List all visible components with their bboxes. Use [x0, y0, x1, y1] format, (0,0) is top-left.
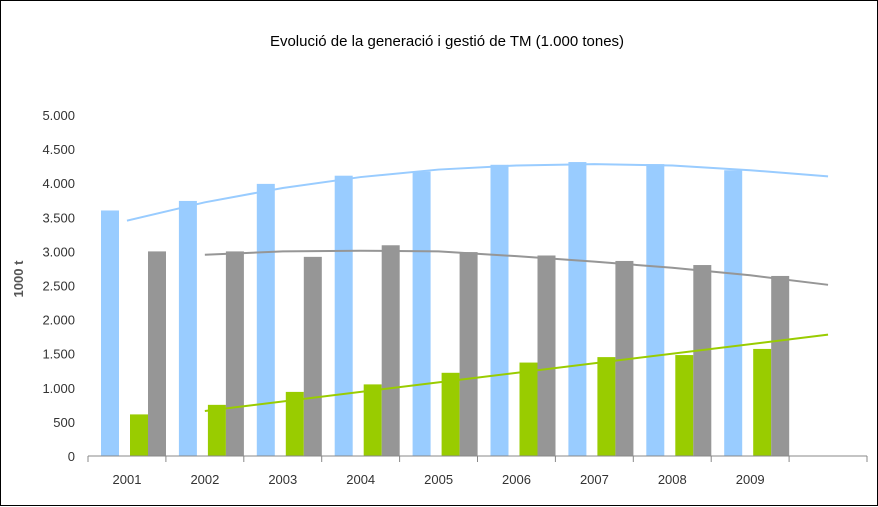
bar-s1-2004: [363, 384, 382, 456]
y-tick-label: 3.000: [42, 244, 75, 259]
bar-s2-2007: [615, 260, 634, 456]
x-tick-label: 2008: [658, 472, 687, 487]
y-tick-label: 1.500: [42, 347, 75, 362]
bar-s0-2005: [412, 171, 431, 456]
bar-s0-2001: [101, 210, 119, 456]
trendlines-group: [126, 163, 829, 412]
bar-s2-2001: [148, 251, 166, 456]
bar-s1-2001: [130, 414, 148, 456]
y-tick-label: 0: [68, 449, 75, 464]
bar-s2-2006: [537, 255, 556, 456]
bar-s0-2002: [178, 200, 197, 456]
x-tick-label: 2005: [424, 472, 453, 487]
bar-s2-2003: [303, 256, 322, 456]
x-tick-label: 2002: [190, 472, 219, 487]
bar-s0-2008: [646, 164, 665, 456]
bar-s1-2003: [285, 391, 304, 456]
bar-s2-2009: [771, 275, 790, 456]
trendline-2: [204, 333, 829, 412]
bar-s0-2004: [334, 175, 353, 456]
x-tick-label: 2003: [268, 472, 297, 487]
bars-group: [101, 162, 790, 457]
y-tick-label: 3.500: [42, 210, 75, 225]
x-tick-label: 2006: [502, 472, 531, 487]
trendline-1: [204, 249, 829, 286]
x-tick-label: 2009: [736, 472, 765, 487]
y-tick-label: 500: [53, 415, 75, 430]
bar-s0-2006: [490, 164, 509, 456]
bar-s2-2004: [381, 245, 400, 456]
bar-s0-2007: [568, 162, 587, 457]
bar-s1-2006: [519, 362, 538, 456]
y-tick-label: 5.000: [42, 108, 75, 123]
axes-group: 2001 2002 2003 2004 2005 2006 2007 2008 2009 0 500…: [42, 108, 868, 487]
x-tick-label: 2007: [580, 472, 609, 487]
chart-title: Evolució de la generació i gestió de TM …: [270, 33, 624, 50]
y-tick-label: 4.000: [42, 176, 75, 191]
bar-s1-2008: [675, 355, 694, 456]
y-tick-label: 4.500: [42, 142, 75, 157]
bar-s2-2002: [225, 251, 244, 456]
x-tick-label: 2004: [346, 472, 375, 487]
bar-s0-2009: [724, 170, 743, 456]
bar-s1-2009: [753, 348, 772, 456]
bar-s1-2007: [597, 357, 616, 456]
bar-s2-2005: [459, 252, 478, 456]
x-tick-label: 2001: [113, 472, 142, 487]
bar-s1-2002: [207, 404, 226, 456]
y-tick-label: 2.500: [42, 279, 75, 294]
y-axis-label: 1000 t: [11, 260, 26, 298]
bar-s1-2005: [441, 372, 460, 456]
y-tick-label: 1.000: [42, 381, 75, 396]
y-tick-label: 2.000: [42, 313, 75, 328]
bar-s0-2003: [256, 183, 275, 456]
trendline-0: [126, 163, 829, 222]
bar-s2-2008: [693, 265, 712, 456]
